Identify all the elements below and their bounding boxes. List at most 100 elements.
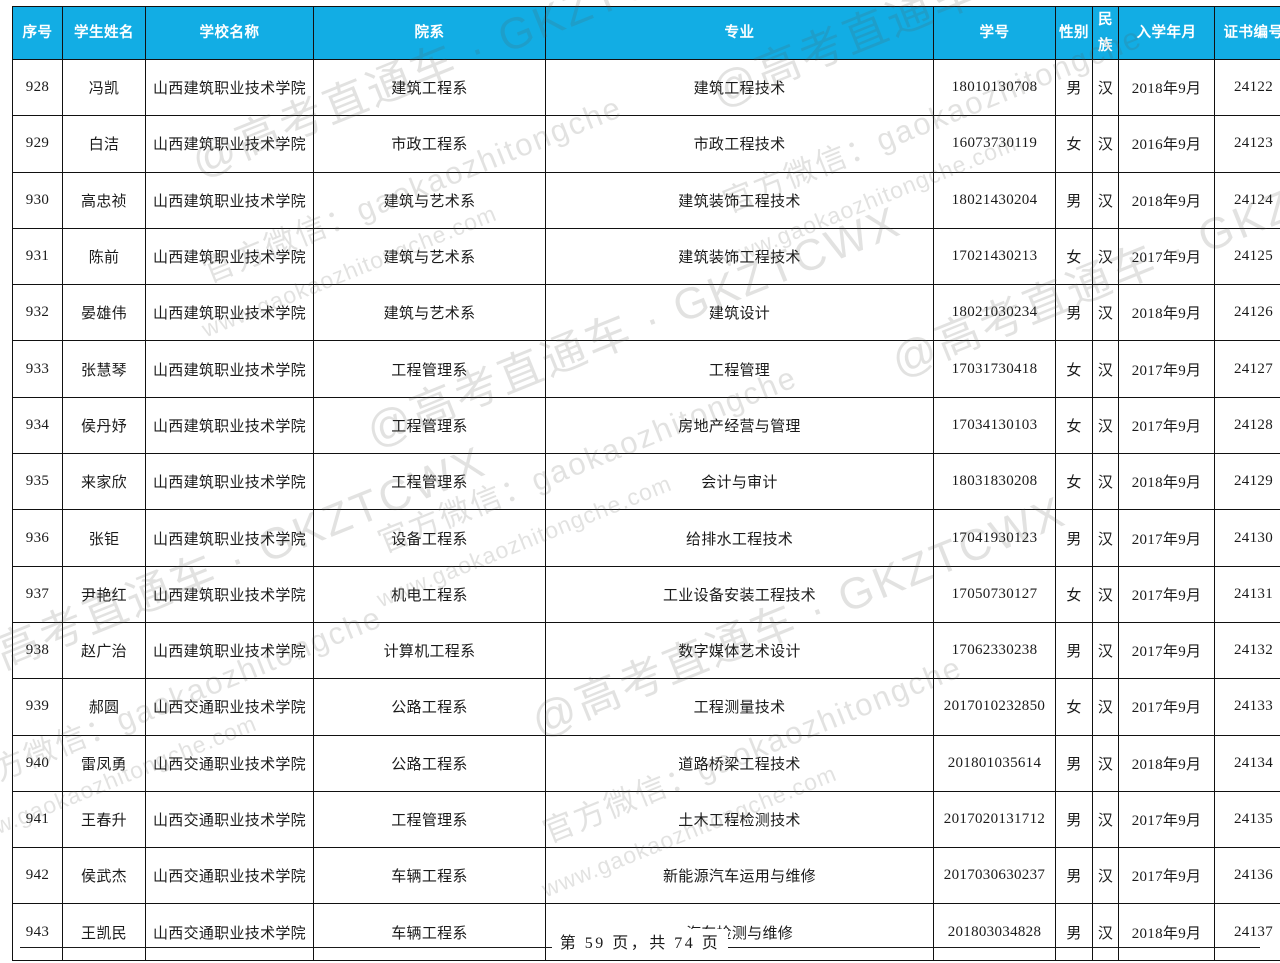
table-row: 942 侯武杰 山西交通职业技术学院 车辆工程系 新能源汽车运用与维修 201703063… bbox=[12, 847, 1280, 905]
cell-major: 建筑工程技术 bbox=[545, 58, 934, 117]
table-row: 940 雷凤勇 山西交通职业技术学院 公路工程系 道路桥梁工程技术 20180103561… bbox=[12, 734, 1280, 792]
cell-department: 工程管理系 bbox=[313, 340, 546, 398]
cell-enrollment-date: 2018年9月 bbox=[1118, 903, 1215, 961]
cell-certificate-number: 24122 bbox=[1214, 58, 1280, 117]
cell-student-id: 201801035614 bbox=[933, 734, 1056, 792]
cell-department: 设备工程系 bbox=[313, 509, 546, 567]
col-header-index: 序号 bbox=[12, 6, 63, 60]
cell-student-name: 王凯民 bbox=[62, 903, 146, 961]
col-header-certificate: 证书编号 bbox=[1214, 6, 1280, 60]
cell-department: 建筑与艺术系 bbox=[313, 284, 546, 342]
cell-student-name: 高忠祯 bbox=[62, 171, 146, 229]
cell-index: 937 bbox=[12, 565, 63, 623]
cell-department: 计算机工程系 bbox=[313, 621, 546, 680]
cell-student-name: 张钜 bbox=[62, 509, 146, 567]
table-row: 938 赵广治 山西建筑职业技术学院 计算机工程系 数字媒体艺术设计 1706233023… bbox=[12, 621, 1280, 680]
cell-student-name: 陈前 bbox=[62, 227, 146, 286]
cell-department: 车辆工程系 bbox=[313, 903, 546, 961]
cell-sex: 男 bbox=[1055, 509, 1093, 567]
cell-certificate-number: 24123 bbox=[1214, 115, 1280, 173]
cell-student-id: 17062330238 bbox=[933, 621, 1056, 680]
cell-department: 公路工程系 bbox=[313, 678, 546, 736]
cell-index: 932 bbox=[12, 284, 63, 342]
cell-school: 山西建筑职业技术学院 bbox=[145, 396, 314, 455]
cell-student-name: 赵广治 bbox=[62, 621, 146, 680]
cell-sex: 女 bbox=[1055, 115, 1093, 173]
cell-school: 山西建筑职业技术学院 bbox=[145, 453, 314, 511]
cell-student-name: 来家欣 bbox=[62, 453, 146, 511]
cell-certificate-number: 24132 bbox=[1214, 621, 1280, 680]
cell-index: 936 bbox=[12, 509, 63, 567]
cell-sex: 女 bbox=[1055, 340, 1093, 398]
cell-ethnicity: 汉 bbox=[1092, 115, 1119, 173]
cell-department: 市政工程系 bbox=[313, 115, 546, 173]
col-header-sex: 性别 bbox=[1055, 6, 1093, 60]
col-header-name: 学生姓名 bbox=[62, 6, 146, 60]
table-row: 930 高忠祯 山西建筑职业技术学院 建筑与艺术系 建筑装饰工程技术 1802143020… bbox=[12, 171, 1280, 229]
cell-department: 机电工程系 bbox=[313, 565, 546, 623]
table-row: 941 王春升 山西交通职业技术学院 工程管理系 土木工程检测技术 20170201317… bbox=[12, 790, 1280, 849]
cell-major: 工程管理 bbox=[545, 340, 934, 398]
cell-index: 940 bbox=[12, 734, 63, 792]
cell-student-id: 2017020131712 bbox=[933, 790, 1056, 849]
cell-certificate-number: 24135 bbox=[1214, 790, 1280, 849]
col-header-student-id: 学号 bbox=[933, 6, 1056, 60]
table-header: 序号 学生姓名 学校名称 院系 专业 学号 性别 民族 入学年月 证书编号 bbox=[12, 6, 1280, 60]
cell-student-name: 晏雄伟 bbox=[62, 284, 146, 342]
cell-major: 工程测量技术 bbox=[545, 678, 934, 736]
cell-index: 928 bbox=[12, 58, 63, 117]
cell-student-id: 17021430213 bbox=[933, 227, 1056, 286]
cell-major: 给排水工程技术 bbox=[545, 509, 934, 567]
cell-department: 车辆工程系 bbox=[313, 847, 546, 905]
cell-student-id: 18021430204 bbox=[933, 171, 1056, 229]
col-header-ethnicity: 民族 bbox=[1092, 6, 1119, 60]
cell-enrollment-date: 2018年9月 bbox=[1118, 171, 1215, 229]
cell-major: 建筑装饰工程技术 bbox=[545, 171, 934, 229]
table-row: 932 晏雄伟 山西建筑职业技术学院 建筑与艺术系 建筑设计 18021030234 男汉 2… bbox=[12, 284, 1280, 342]
table-row: 928 冯凯 山西建筑职业技术学院 建筑工程系 建筑工程技术 18010130708 男汉 2… bbox=[12, 58, 1280, 117]
cell-certificate-number: 24134 bbox=[1214, 734, 1280, 792]
cell-student-name: 侯武杰 bbox=[62, 847, 146, 905]
cell-sex: 女 bbox=[1055, 453, 1093, 511]
cell-major: 建筑装饰工程技术 bbox=[545, 227, 934, 286]
cell-sex: 女 bbox=[1055, 678, 1093, 736]
cell-ethnicity: 汉 bbox=[1092, 227, 1119, 286]
cell-ethnicity: 汉 bbox=[1092, 903, 1119, 961]
table-row: 935 来家欣 山西建筑职业技术学院 工程管理系 会计与审计 18031830208 女汉 2… bbox=[12, 453, 1280, 511]
cell-major: 房地产经营与管理 bbox=[545, 396, 934, 455]
cell-index: 942 bbox=[12, 847, 63, 905]
cell-index: 943 bbox=[12, 903, 63, 961]
cell-student-name: 郝圆 bbox=[62, 678, 146, 736]
cell-enrollment-date: 2017年9月 bbox=[1118, 790, 1215, 849]
cell-department: 工程管理系 bbox=[313, 790, 546, 849]
cell-major: 会计与审计 bbox=[545, 453, 934, 511]
cell-certificate-number: 24136 bbox=[1214, 847, 1280, 905]
cell-index: 930 bbox=[12, 171, 63, 229]
cell-index: 935 bbox=[12, 453, 63, 511]
cell-department: 建筑与艺术系 bbox=[313, 227, 546, 286]
cell-certificate-number: 24129 bbox=[1214, 453, 1280, 511]
roster-table-container: 序号 学生姓名 学校名称 院系 专业 学号 性别 民族 入学年月 证书编号 92… bbox=[12, 6, 1280, 961]
cell-department: 建筑与艺术系 bbox=[313, 171, 546, 229]
cell-school: 山西建筑职业技术学院 bbox=[145, 115, 314, 173]
cell-department: 工程管理系 bbox=[313, 396, 546, 455]
table-row: 933 张慧琴 山西建筑职业技术学院 工程管理系 工程管理 17031730418 女汉 20… bbox=[12, 340, 1280, 398]
cell-index: 939 bbox=[12, 678, 63, 736]
cell-sex: 男 bbox=[1055, 790, 1093, 849]
cell-enrollment-date: 2017年9月 bbox=[1118, 227, 1215, 286]
cell-enrollment-date: 2017年9月 bbox=[1118, 565, 1215, 623]
cell-certificate-number: 24131 bbox=[1214, 565, 1280, 623]
cell-index: 929 bbox=[12, 115, 63, 173]
cell-sex: 男 bbox=[1055, 284, 1093, 342]
page-number-label: 第 59 页，共 74 页 bbox=[551, 929, 729, 953]
cell-student-name: 侯丹妤 bbox=[62, 396, 146, 455]
cell-major: 数字媒体艺术设计 bbox=[545, 621, 934, 680]
cell-enrollment-date: 2017年9月 bbox=[1118, 678, 1215, 736]
cell-major: 土木工程检测技术 bbox=[545, 790, 934, 849]
cell-school: 山西交通职业技术学院 bbox=[145, 847, 314, 905]
col-header-enrollment: 入学年月 bbox=[1118, 6, 1215, 60]
col-header-major: 专业 bbox=[545, 6, 934, 60]
cell-school: 山西建筑职业技术学院 bbox=[145, 284, 314, 342]
cell-major: 建筑设计 bbox=[545, 284, 934, 342]
